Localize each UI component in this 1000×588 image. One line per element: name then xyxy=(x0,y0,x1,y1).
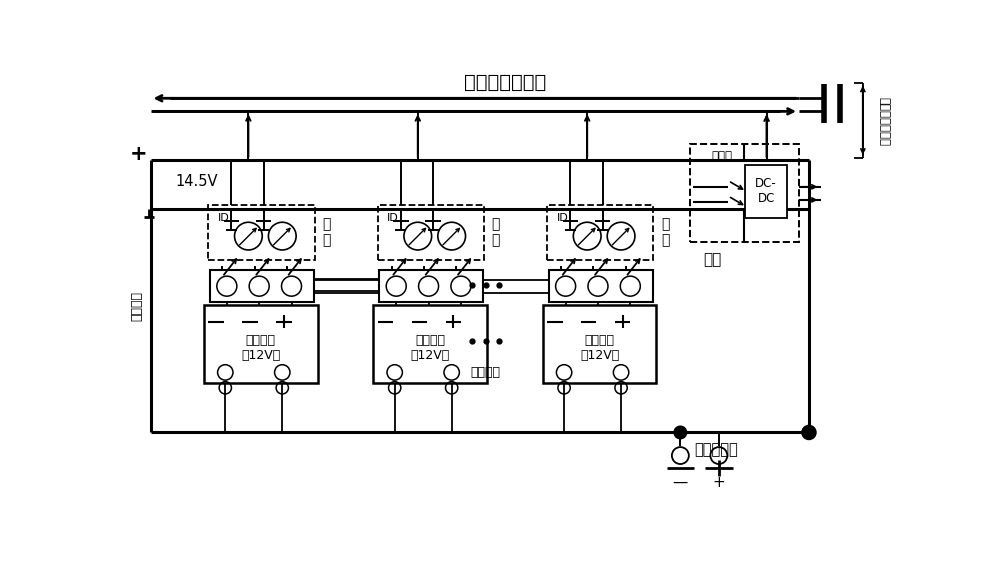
Bar xyxy=(378,205,484,260)
Text: ID: ID xyxy=(557,213,568,223)
Text: 主控: 主控 xyxy=(703,252,722,267)
Text: ID: ID xyxy=(387,213,399,223)
Text: 铅酸电池
（12V）: 铅酸电池 （12V） xyxy=(410,334,450,362)
Bar xyxy=(690,143,799,242)
Text: —: — xyxy=(673,475,688,490)
Circle shape xyxy=(674,426,687,439)
Text: 电池并联: 电池并联 xyxy=(130,291,143,321)
Text: 铅酸电池
（12V）: 铅酸电池 （12V） xyxy=(241,334,280,362)
Bar xyxy=(549,270,653,302)
Bar xyxy=(208,205,315,260)
Text: 主从机数据总线: 主从机数据总线 xyxy=(464,72,546,92)
Text: 铅酸电池
（12V）: 铅酸电池 （12V） xyxy=(580,334,619,362)
Text: 电池串联: 电池串联 xyxy=(471,366,501,379)
Bar xyxy=(543,305,656,383)
Text: +: + xyxy=(130,145,148,165)
Bar xyxy=(210,270,314,302)
Text: 从
控: 从 控 xyxy=(322,217,331,248)
Bar xyxy=(745,165,787,218)
Circle shape xyxy=(802,426,816,439)
Text: 充放电接口: 充放电接口 xyxy=(695,442,738,457)
Bar xyxy=(547,205,653,260)
Bar xyxy=(204,305,318,383)
Text: 14.5V: 14.5V xyxy=(175,174,218,189)
Text: DC-
DC: DC- DC xyxy=(755,178,777,205)
Text: 处理器: 处理器 xyxy=(711,151,732,163)
Text: +: + xyxy=(712,475,725,490)
Text: ID: ID xyxy=(218,213,230,223)
Text: 从
控: 从 控 xyxy=(661,217,669,248)
Bar xyxy=(373,305,487,383)
Text: 从
控: 从 控 xyxy=(492,217,500,248)
Text: 上位机接线端子: 上位机接线端子 xyxy=(877,97,890,146)
Bar xyxy=(379,270,483,302)
